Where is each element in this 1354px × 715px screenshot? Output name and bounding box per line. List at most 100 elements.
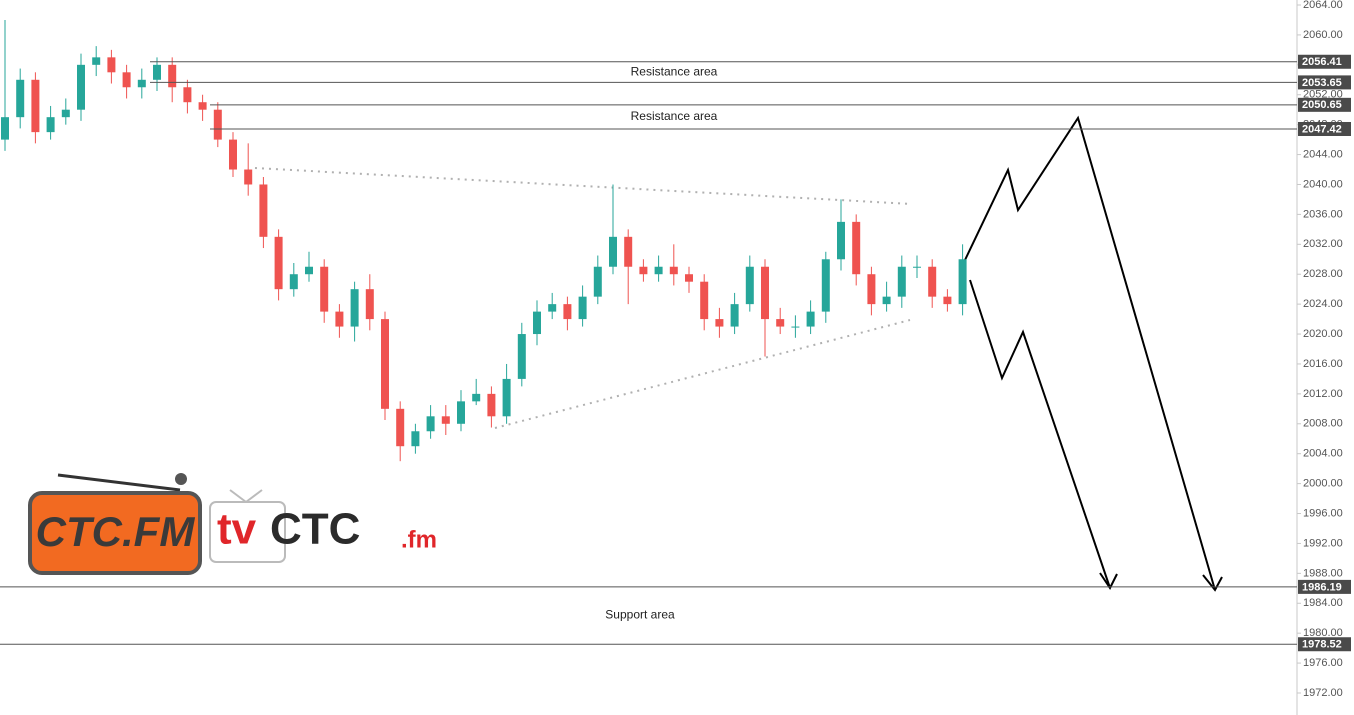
- price-badge: [1298, 121, 1351, 136]
- candle-body: [578, 296, 587, 320]
- projection-arrow: [964, 115, 1216, 591]
- y-tick-label: 1996.00: [1303, 507, 1343, 519]
- candle-body: [517, 334, 526, 379]
- candle-body: [213, 109, 222, 140]
- candle-body: [441, 416, 450, 424]
- logo-left: CTC.FM: [28, 473, 202, 575]
- candle-body: [867, 274, 876, 305]
- candle-body: [487, 393, 496, 417]
- candle-body: [305, 266, 313, 275]
- candle-body: [1, 117, 9, 140]
- candle-body: [122, 72, 131, 88]
- candle-body: [183, 87, 192, 103]
- logo-antenna-dot: [175, 473, 187, 485]
- logo-text: .fm: [401, 526, 437, 553]
- logo-text: CTC: [270, 505, 360, 554]
- candle-body: [259, 184, 268, 237]
- candle-body: [669, 266, 678, 275]
- candle-body: [137, 79, 146, 88]
- price-badge: [1298, 54, 1351, 69]
- candle-body: [92, 57, 101, 65]
- y-tick-label: 2040.00: [1303, 178, 1343, 190]
- candle-body: [913, 266, 921, 268]
- candle-body: [776, 319, 785, 327]
- candle-body: [533, 311, 541, 335]
- price-badge-label: 2047.42: [1302, 123, 1342, 135]
- arrow-head: [1202, 574, 1223, 592]
- candle-body: [381, 319, 389, 409]
- candle-body: [958, 259, 967, 305]
- candle-body: [821, 259, 830, 312]
- y-tick-label: 2000.00: [1303, 478, 1343, 490]
- y-tick-label: 2004.00: [1303, 448, 1343, 460]
- candle-body: [274, 236, 283, 290]
- logo-text: CTC.FM: [36, 508, 196, 555]
- y-tick-label: 1984.00: [1303, 597, 1343, 609]
- price-badge: [1298, 75, 1351, 90]
- candle-body: [198, 102, 207, 110]
- logo-box: [28, 491, 202, 575]
- candle-body: [16, 79, 25, 118]
- y-tick-label: 1980.00: [1303, 627, 1343, 639]
- price-badge-label: 1978.52: [1302, 639, 1342, 651]
- price-badge: [1298, 579, 1351, 594]
- y-tick-label: 2016.00: [1303, 358, 1343, 370]
- price-badge-label: 2053.65: [1302, 77, 1342, 89]
- y-tick-label: 2020.00: [1303, 328, 1343, 340]
- candle-body: [654, 266, 663, 275]
- candle-body: [502, 378, 511, 417]
- candle-body: [624, 236, 633, 267]
- y-tick-label: 2032.00: [1303, 238, 1343, 250]
- candle-body: [897, 266, 906, 297]
- price-badge-label: 2050.65: [1302, 99, 1342, 111]
- candle-body: [700, 281, 709, 320]
- candle-body: [472, 393, 481, 402]
- candle-body: [593, 266, 602, 297]
- candle-body: [928, 266, 937, 297]
- candle-body: [852, 221, 861, 275]
- candle-body: [426, 416, 435, 432]
- candle-body: [46, 117, 55, 133]
- price-badge: [1298, 637, 1351, 652]
- y-tick-label: 1972.00: [1303, 687, 1343, 699]
- candle-body: [335, 311, 344, 327]
- y-tick-label: 2028.00: [1303, 268, 1343, 280]
- candle-body: [609, 236, 617, 267]
- y-tick-label: 2024.00: [1303, 298, 1343, 310]
- candle-body: [791, 326, 800, 328]
- candle-body: [396, 408, 405, 447]
- trendline: [494, 319, 911, 429]
- candle-body: [168, 64, 177, 88]
- y-tick-label: 2052.00: [1303, 89, 1343, 101]
- candle-body: [806, 311, 815, 327]
- logo-antenna: [229, 489, 247, 503]
- candle-body: [685, 274, 693, 282]
- candle-body: [745, 266, 754, 305]
- candle-body: [943, 296, 952, 305]
- candle-body: [639, 266, 648, 275]
- candle-body: [61, 109, 70, 118]
- y-tick-label: 1988.00: [1303, 567, 1343, 579]
- candle-body: [153, 64, 161, 80]
- candle-body: [289, 274, 298, 290]
- candle-body: [411, 431, 420, 447]
- zone-label: Support area: [605, 608, 675, 622]
- candle-body: [715, 319, 724, 327]
- candle-body: [837, 221, 845, 260]
- candle-body: [730, 304, 739, 327]
- candle-body: [107, 57, 116, 73]
- y-tick-label: 2060.00: [1303, 29, 1343, 41]
- price-badge-label: 2056.41: [1302, 56, 1342, 68]
- candle-body: [31, 79, 40, 133]
- projection-arrow: [969, 279, 1111, 589]
- y-tick-label: 2064.00: [1303, 0, 1343, 11]
- candle-body: [320, 266, 329, 312]
- candle-body: [457, 401, 465, 424]
- logo-antenna: [245, 489, 263, 503]
- y-tick-label: 2008.00: [1303, 418, 1343, 430]
- candle-body: [882, 296, 891, 305]
- logo-text: tv: [217, 505, 257, 554]
- candle-body: [548, 304, 557, 312]
- logo-antenna: [57, 473, 181, 492]
- logo-box: [209, 501, 286, 563]
